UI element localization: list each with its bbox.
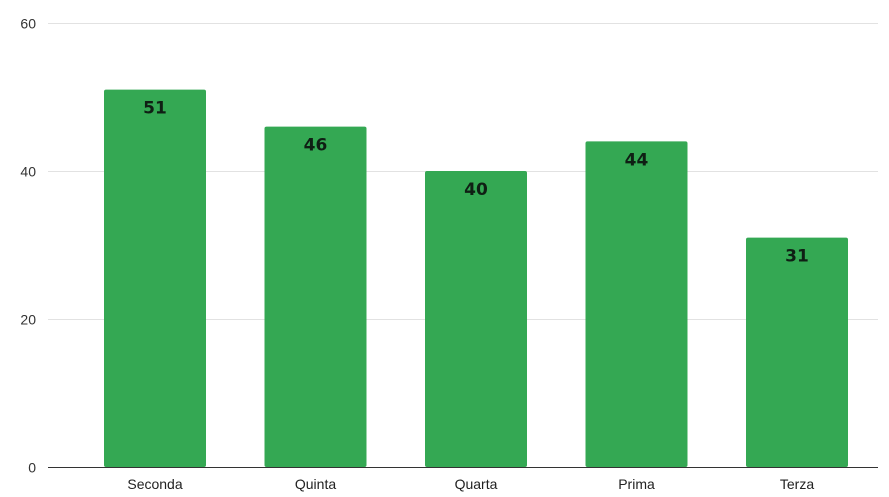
data-label: 46 [304, 136, 328, 156]
bar-prima [585, 141, 688, 467]
bar-quinta [264, 126, 367, 467]
x-tick-label: Quinta [295, 476, 336, 492]
y-tick-label: 20 [20, 312, 36, 328]
data-label: 31 [785, 247, 809, 267]
y-tick-label: 60 [20, 16, 36, 32]
y-tick-label: 40 [20, 164, 36, 180]
y-axis-ticks: 0 20 40 60 [20, 16, 36, 476]
x-tick-label: Quarta [455, 476, 498, 492]
bars [104, 89, 848, 467]
bar-quarta [425, 171, 527, 467]
data-label: 40 [464, 180, 488, 200]
bar-seconda [104, 89, 206, 467]
data-label: 44 [625, 150, 649, 170]
data-label: 51 [143, 99, 167, 119]
x-tick-label: Prima [618, 476, 655, 492]
x-tick-label: Terza [780, 476, 814, 492]
y-tick-label: 0 [28, 460, 36, 476]
data-labels: 51 46 40 44 31 [143, 99, 809, 267]
x-axis-ticks: Seconda Quinta Quarta Prima Terza [127, 476, 814, 492]
x-tick-label: Seconda [127, 476, 182, 492]
bar-terza [746, 237, 848, 467]
